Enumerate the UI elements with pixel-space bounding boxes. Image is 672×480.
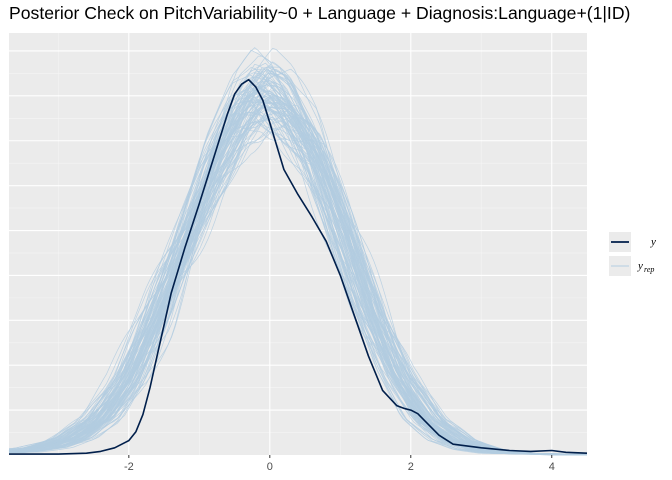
yrep-line bbox=[8, 113, 588, 456]
y-line bbox=[9, 78, 588, 455]
legend-label: y bbox=[650, 236, 656, 248]
yrep-line bbox=[8, 96, 588, 455]
x-tick-label: 4 bbox=[549, 461, 555, 473]
x-tick-label: 0 bbox=[267, 461, 273, 473]
yrep-line bbox=[8, 95, 588, 456]
x-tick-label: 2 bbox=[408, 461, 414, 473]
legend-label: y bbox=[637, 260, 643, 272]
x-axis: -2 0 2 4 bbox=[124, 455, 555, 473]
y-line-group bbox=[9, 78, 588, 455]
yrep-line bbox=[8, 98, 588, 456]
chart-title: Posterior Check on PitchVariability~0 + … bbox=[9, 3, 631, 23]
yrep-line bbox=[8, 97, 588, 455]
yrep-lines bbox=[8, 47, 588, 456]
x-tick-label: -2 bbox=[124, 461, 134, 473]
legend: yy rep bbox=[607, 228, 664, 277]
yrep-line bbox=[9, 86, 587, 456]
legend-subscript: rep bbox=[644, 265, 654, 274]
